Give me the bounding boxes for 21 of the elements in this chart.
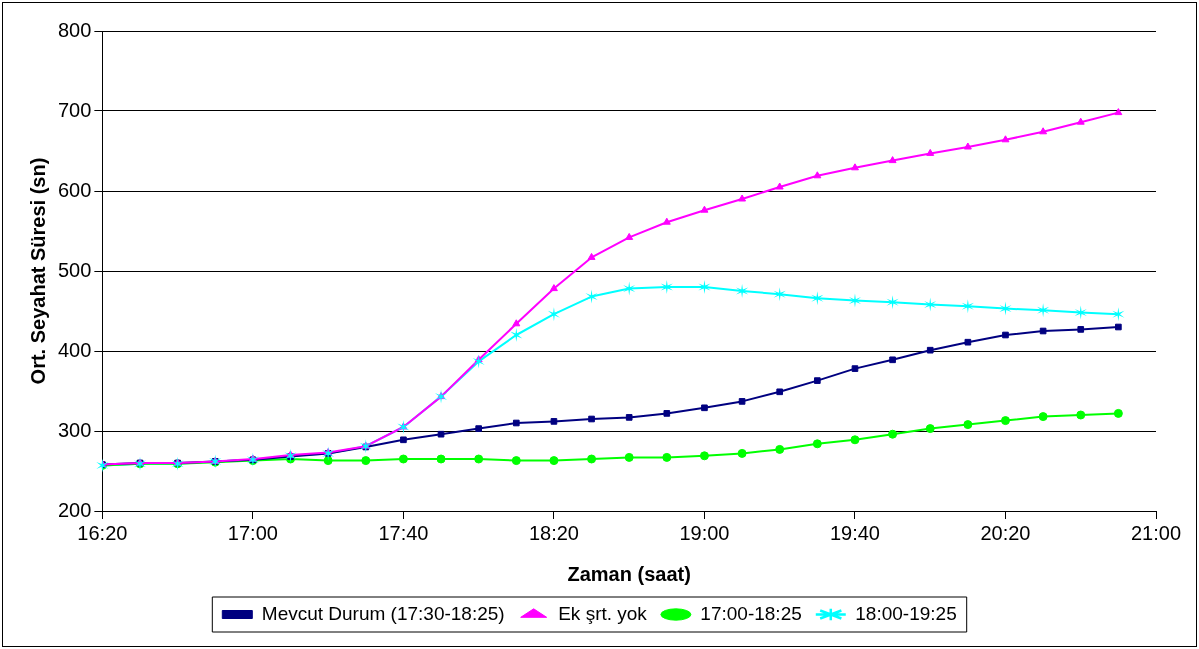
y-tick-label: 400 xyxy=(57,338,92,361)
legend-label: Mevcut Durum (17:30-18:25) xyxy=(261,602,505,624)
x-tick-label: 17:00 xyxy=(227,521,278,544)
y-tick-label: 600 xyxy=(57,178,92,201)
y-tick-label: 800 xyxy=(57,18,92,41)
x-tick-label: 20:20 xyxy=(980,521,1031,544)
x-tick-label: 21:00 xyxy=(1130,521,1182,544)
x-tick-label: 16:20 xyxy=(77,521,128,544)
x-tick-label: 19:40 xyxy=(829,521,880,544)
x-tick-label: 17:40 xyxy=(378,521,429,544)
legend-label: Ek şrt. yok xyxy=(558,602,648,624)
legend-label: 17:00-18:25 xyxy=(700,602,802,624)
legend-label: 18:00-19:25 xyxy=(855,602,957,624)
y-tick-label: 300 xyxy=(57,418,92,441)
y-tick-label: 200 xyxy=(57,498,92,521)
y-axis-title: Ort. Seyahat Süresi (sn) xyxy=(26,157,49,385)
x-axis-title: Zaman (saat) xyxy=(567,562,691,585)
y-tick-label: 500 xyxy=(57,258,92,281)
x-tick-label: 18:20 xyxy=(528,521,579,544)
y-tick-label: 700 xyxy=(57,98,92,121)
x-tick-label: 19:00 xyxy=(679,521,730,544)
